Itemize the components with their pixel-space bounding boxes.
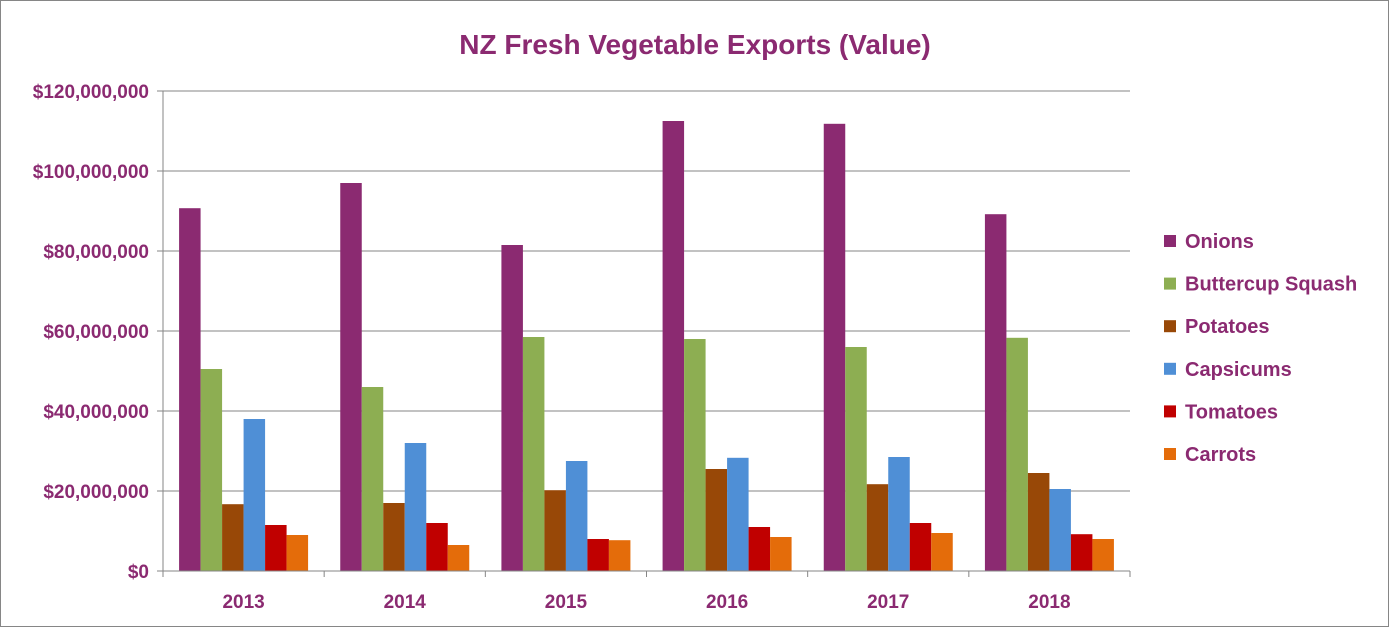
legend-label: Carrots: [1185, 444, 1256, 466]
y-tick-label: $100,000,000: [33, 162, 149, 183]
y-tick-label: $60,000,000: [43, 322, 149, 343]
bar-buttercup-squash-2015: [522, 337, 545, 571]
x-tick-label: 2015: [545, 592, 588, 613]
y-tick-label: $120,000,000: [33, 82, 149, 103]
bar-capsicums-2016: [727, 457, 749, 571]
bar-capsicums-2013: [243, 419, 266, 571]
bar-potatoes-2014: [383, 503, 405, 571]
x-tick-label: 2016: [706, 592, 748, 613]
y-axis-ticks: $0 $20,000,000 $40,000,000 $60,000,000 $80,0…: [33, 82, 163, 583]
bar-potatoes-2017: [866, 484, 889, 571]
bar-onions-2015: [501, 245, 523, 571]
bar-onions-2016: [662, 121, 685, 571]
legend-swatch: [1164, 448, 1176, 460]
legend-swatch: [1164, 362, 1176, 375]
bar-capsicums-2017: [888, 457, 910, 571]
bar-tomatoes-2016: [748, 527, 771, 571]
legend-swatch: [1164, 405, 1176, 418]
bar-potatoes-2018: [1027, 473, 1050, 571]
y-tick-label: $0: [128, 562, 149, 583]
bar-potatoes-2015: [544, 490, 566, 571]
x-tick-label: 2018: [1028, 592, 1070, 613]
x-axis-ticks: 2013 2014 2015 2016 2017 2018: [222, 592, 1070, 613]
bar-carrots-2015: [608, 540, 631, 571]
x-axis: [162, 91, 1131, 577]
legend-label: Buttercup Squash: [1185, 274, 1357, 296]
bar-carrots-2018: [1092, 539, 1114, 571]
bar-buttercup-squash-2017: [845, 347, 867, 571]
legend: Onions Buttercup Squash Potatoes Capsicums T…: [1164, 231, 1357, 466]
bar-onions-2017: [823, 123, 846, 572]
y-tick-label: $80,000,000: [43, 242, 149, 263]
bar-buttercup-squash-2014: [361, 387, 384, 571]
legend-label: Onions: [1185, 231, 1254, 253]
bar-potatoes-2013: [222, 504, 244, 571]
bar-buttercup-squash-2016: [684, 339, 706, 571]
legend-label: Potatoes: [1185, 316, 1269, 338]
bar-carrots-2013: [286, 535, 309, 571]
legend-swatch: [1164, 235, 1176, 247]
bar-buttercup-squash-2018: [1006, 337, 1028, 571]
y-tick-label: $40,000,000: [43, 402, 149, 423]
gridlines: [163, 90, 1130, 492]
bar-tomatoes-2015: [587, 539, 609, 571]
legend-label: Tomatoes: [1185, 401, 1278, 423]
bar-capsicums-2014: [404, 443, 427, 571]
x-tick-label: 2014: [384, 592, 427, 613]
bar-potatoes-2016: [705, 469, 728, 571]
bar-tomatoes-2017: [909, 523, 932, 571]
bar-carrots-2014: [447, 545, 470, 571]
bar-tomatoes-2014: [426, 523, 448, 571]
x-tick-label: 2013: [222, 592, 264, 613]
bar-tomatoes-2018: [1070, 534, 1093, 571]
legend-swatch: [1164, 320, 1176, 333]
bars: [179, 121, 1114, 572]
bar-carrots-2016: [770, 537, 792, 571]
bar-onions-2018: [984, 214, 1007, 571]
y-tick-label: $20,000,000: [43, 482, 149, 503]
bar-onions-2013: [179, 208, 201, 571]
x-tick-label: 2017: [867, 592, 909, 613]
bar-carrots-2017: [931, 533, 953, 571]
bar-tomatoes-2013: [265, 525, 287, 571]
legend-swatch: [1164, 277, 1176, 290]
bar-onions-2014: [340, 183, 362, 571]
bar-buttercup-squash-2013: [200, 369, 223, 571]
chart-title: NZ Fresh Vegetable Exports (Value): [459, 29, 930, 60]
bar-capsicums-2018: [1049, 489, 1071, 571]
legend-label: Capsicums: [1185, 359, 1292, 381]
bar-capsicums-2015: [565, 461, 588, 571]
